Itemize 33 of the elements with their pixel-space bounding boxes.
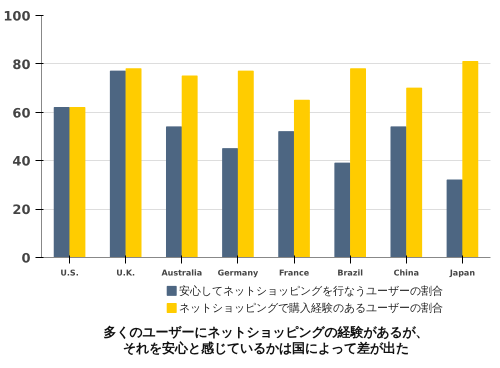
bar bbox=[406, 88, 422, 258]
x-tick-label: China bbox=[394, 268, 420, 278]
legend-label: 安心してネットショッピングを行なうユーザーの割合 bbox=[178, 284, 443, 298]
bar bbox=[238, 70, 254, 258]
x-tick-label: Brazil bbox=[337, 268, 364, 278]
text: 多くのユーザーにネットショッピングの経験があるが、それを安心と感じているかは国によって差が出た bbox=[104, 326, 428, 356]
bar bbox=[166, 126, 182, 258]
x-tick-label: U.S. bbox=[60, 268, 79, 278]
bar bbox=[350, 68, 366, 258]
x-tick-label: Japan bbox=[448, 268, 476, 278]
bar bbox=[446, 180, 463, 258]
bar bbox=[126, 68, 142, 258]
y-tick-label: 40 bbox=[12, 154, 31, 170]
bar bbox=[390, 126, 406, 258]
y-tick-label: 0 bbox=[21, 252, 30, 266]
x-tick-label: Australia bbox=[161, 268, 202, 278]
bar bbox=[462, 60, 478, 258]
y-tick-label: 80 bbox=[12, 58, 31, 73]
x-tick-label: Germany bbox=[218, 268, 260, 278]
bar bbox=[54, 106, 70, 258]
x-tick-label: France bbox=[278, 268, 310, 278]
bar bbox=[69, 106, 86, 258]
y-tick-label: 20 bbox=[12, 203, 31, 218]
bar bbox=[222, 148, 238, 258]
y-tick-label: 60 bbox=[12, 106, 31, 122]
y-tick-label: 100 bbox=[3, 10, 31, 24]
bar bbox=[294, 100, 310, 258]
bar bbox=[334, 162, 350, 258]
legend-label: ネットショッピングで購入経験のあるユーザーの割合 bbox=[178, 302, 443, 315]
bar bbox=[110, 70, 126, 258]
bar bbox=[182, 76, 198, 258]
bar bbox=[278, 131, 294, 258]
x-tick-label: U.K. bbox=[116, 268, 136, 278]
